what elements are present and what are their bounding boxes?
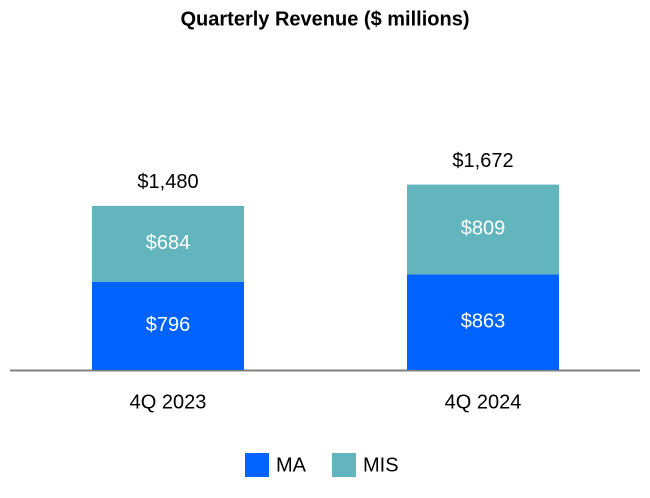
legend-label: MIS [363,454,399,476]
value-label: $809 [461,218,506,240]
x-tick-label: 4Q 2023 [130,391,207,413]
chart-title: Quarterly Revenue ($ millions) [181,8,470,30]
value-label: $863 [461,310,506,332]
bar-segment [92,281,244,370]
legend-swatch [332,453,356,477]
value-label: $796 [146,314,191,336]
x-tick-label: 4Q 2024 [445,391,522,413]
value-label: $684 [146,232,191,254]
bar-segment [92,205,244,282]
total-label: $1,672 [452,150,513,172]
legend-label: MA [276,454,307,476]
legend-swatch [245,453,269,477]
bar-segment [407,184,559,275]
total-label: $1,480 [137,171,198,193]
bar-segment [407,274,559,370]
